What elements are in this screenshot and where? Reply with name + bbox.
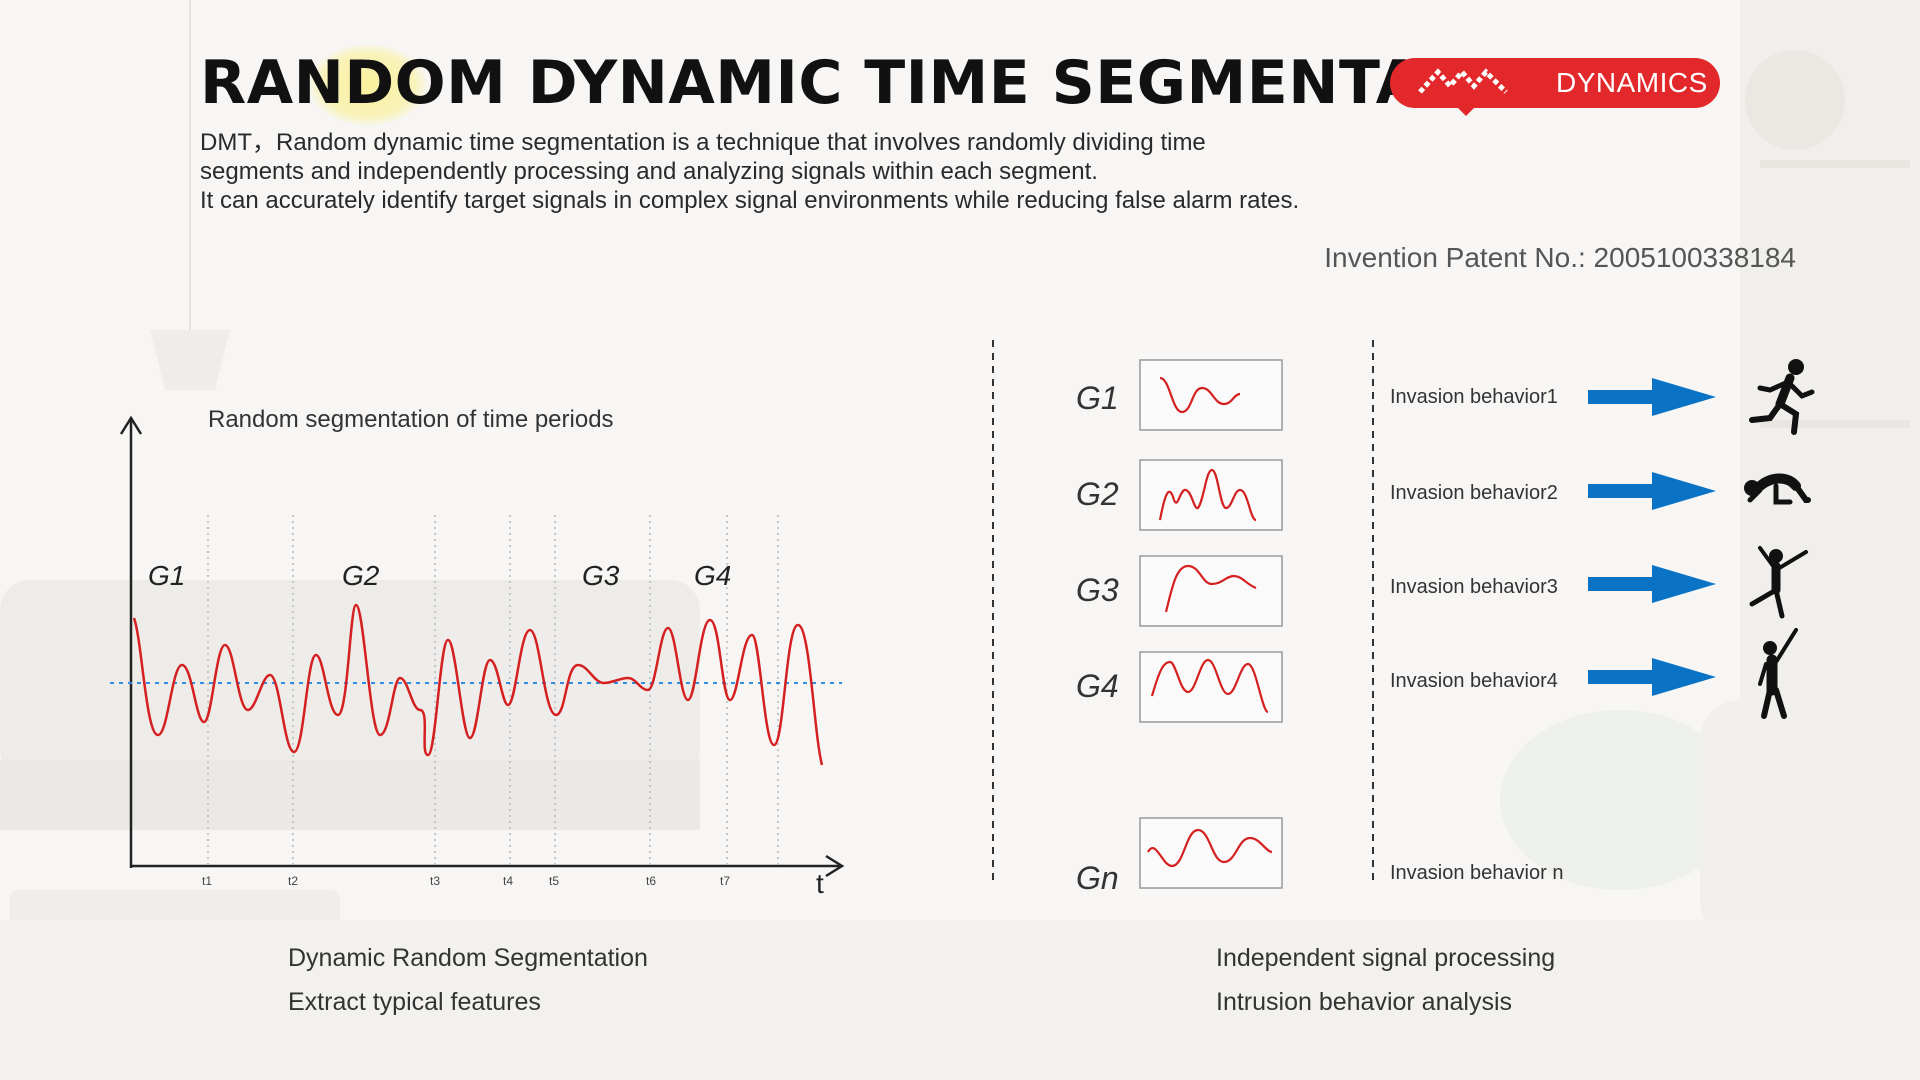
x-axis-arrow — [825, 854, 845, 878]
behavior-label-n: Invasion behavior n — [1390, 862, 1564, 884]
segment-label-gn: Gn — [1076, 860, 1119, 896]
tick-label-t7: t7 — [720, 874, 731, 888]
climbing-person-icon — [1758, 628, 1798, 719]
tick-label-t1: t1 — [202, 874, 213, 888]
patent-number: Invention Patent No.: 2005100338184 — [1324, 242, 1796, 273]
segment-label-g2: G2 — [1076, 476, 1119, 512]
page-title: RANDOM DYNAMIC TIME SEGMENTATION — [200, 48, 1585, 118]
x-axis-label: t — [816, 868, 824, 899]
jumping-person-icon — [1749, 546, 1808, 619]
arrow-icon — [1588, 378, 1716, 696]
waveform-box-g4 — [1139, 651, 1283, 723]
waveform-box-g3 — [1139, 555, 1283, 627]
description-line-2: segments and independently processing an… — [200, 158, 1098, 185]
caption-dynamic-random-segmentation: Dynamic Random Segmentation — [288, 944, 648, 972]
caption-independent-processing: Independent signal processing — [1216, 944, 1556, 972]
tick-label-t4: t4 — [503, 874, 514, 888]
logo-pointer — [1452, 102, 1480, 116]
brand-logo: DYNAMICS — [1390, 58, 1720, 116]
behavior-label-3: Invasion behavior3 — [1390, 576, 1558, 598]
tick-label-t2: t2 — [288, 874, 299, 888]
description: DMT，Random dynamic time segmentation is … — [200, 128, 1460, 215]
segment-label-g1: G1 — [1076, 380, 1119, 416]
segment-label-g3: G3 — [1076, 572, 1119, 608]
behavior-label-2: Invasion behavior2 — [1390, 482, 1558, 504]
tick-label-t5: t5 — [549, 874, 560, 888]
running-person-icon — [1749, 359, 1815, 435]
chart-group-label-g4: G4 — [694, 560, 732, 591]
segment-label-g4: G4 — [1076, 668, 1119, 704]
tick-label-t6: t6 — [646, 874, 657, 888]
waveform-box-g1 — [1139, 359, 1283, 431]
description-line-3: It can accurately identify target signal… — [200, 187, 1300, 214]
segment-lines — [207, 515, 779, 866]
logo-text: DYNAMICS — [1556, 67, 1708, 98]
description-line-1: DMT，Random dynamic time segmentation is … — [200, 129, 1206, 156]
behavior-label-1: Invasion behavior1 — [1390, 386, 1558, 408]
waveform-box-g2 — [1139, 459, 1283, 531]
chart-group-label-g2: G2 — [342, 560, 380, 591]
caption-extract-features: Extract typical features — [288, 988, 541, 1016]
chart-group-label-g3: G3 — [582, 560, 620, 591]
chart-heading: Random segmentation of time periods — [208, 406, 614, 433]
logo-waveform-icon — [1418, 68, 1508, 94]
y-axis-arrow — [119, 415, 143, 435]
tick-label-t3: t3 — [430, 874, 441, 888]
caption-intrusion-analysis: Intrusion behavior analysis — [1216, 988, 1512, 1016]
waveform-box-gn — [1139, 817, 1283, 889]
behavior-label-4: Invasion behavior4 — [1390, 670, 1558, 692]
signal-waveform — [132, 603, 824, 766]
title-highlight — [308, 44, 428, 126]
chart-group-label-g1: G1 — [148, 560, 186, 591]
crawling-person-icon — [1744, 473, 1811, 505]
